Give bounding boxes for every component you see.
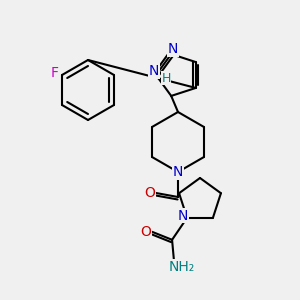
- Text: N: N: [149, 64, 159, 78]
- Text: O: O: [141, 225, 152, 239]
- Text: N: N: [168, 42, 178, 56]
- Text: N: N: [178, 209, 188, 223]
- Text: H: H: [161, 71, 171, 85]
- Text: F: F: [51, 66, 59, 80]
- Text: N: N: [173, 165, 183, 179]
- Text: NH₂: NH₂: [169, 260, 195, 274]
- Text: O: O: [145, 186, 155, 200]
